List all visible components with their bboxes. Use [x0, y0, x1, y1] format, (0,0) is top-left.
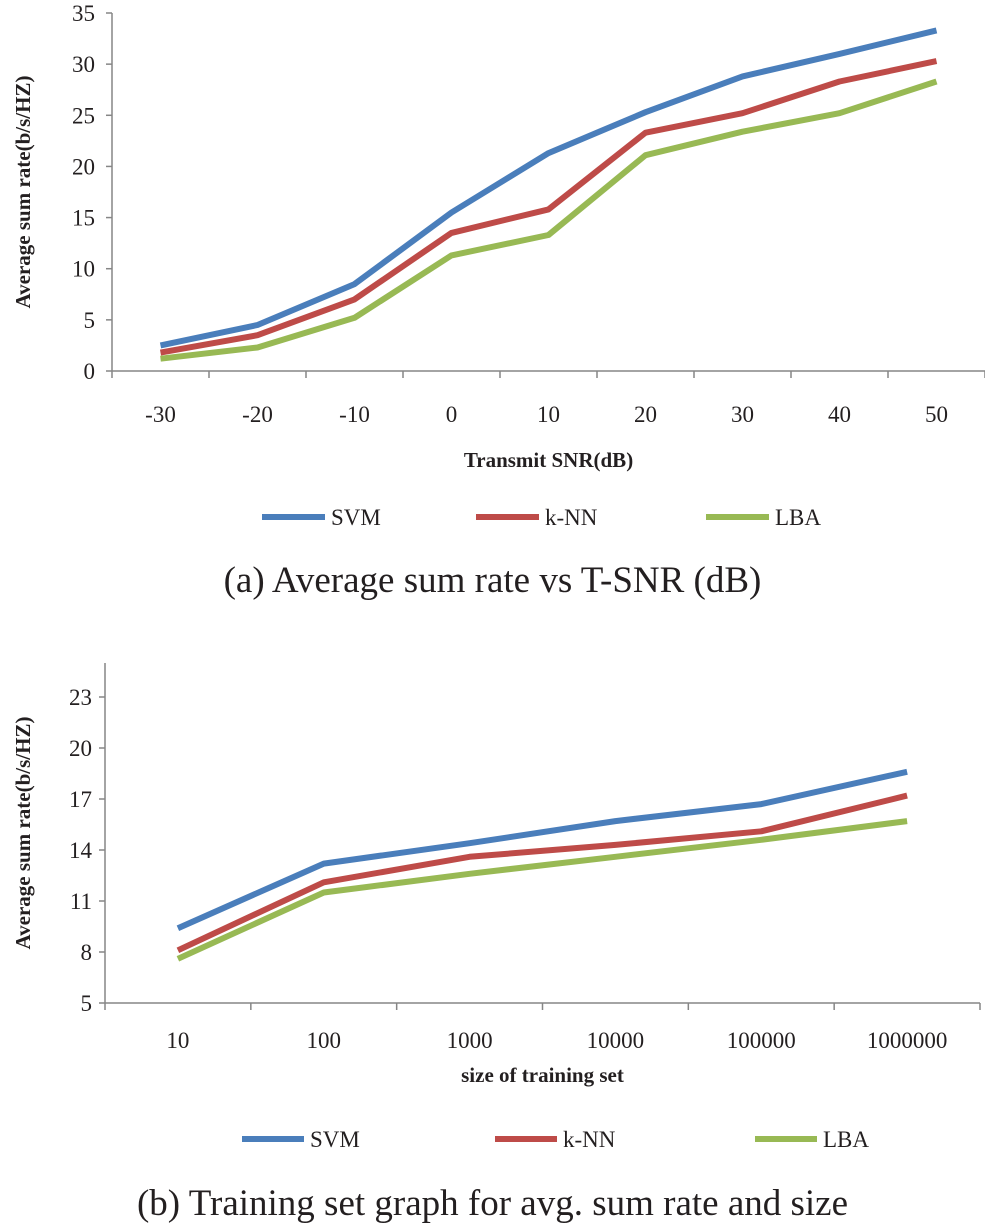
chart-b-x-tick-label: 1000000 [867, 1028, 948, 1053]
chart-a-legend-label: LBA [775, 505, 821, 530]
chart-a-svg: 0 5 10 15 20 25 30 35 -30 -20 -10 0 10 20 30 40 50 Transm… [11, 1, 985, 530]
chart-b-y-tick-label: 20 [69, 736, 92, 761]
chart-b-y-tick-label: 17 [69, 787, 92, 812]
chart-a-x-tick-label: -20 [242, 402, 273, 427]
chart-a-x-tick-label: -30 [145, 402, 176, 427]
chart-a-y-axis-title: Average sum rate(b/s/HZ) [11, 76, 35, 309]
chart-a-y-tick-label: 5 [84, 308, 96, 333]
chart-a-x-tick-label: 0 [446, 402, 458, 427]
chart-b-svg: 5 8 11 14 17 20 23 10 100 1000 10000 100000 1000000 s… [11, 663, 981, 1152]
chart-a-legend-label: SVM [331, 505, 381, 530]
chart-b-y-tick-label: 14 [69, 838, 93, 863]
chart-b-x-axis-title: size of training set [461, 1063, 624, 1087]
chart-a-x-axis-title: Transmit SNR(dB) [464, 448, 633, 472]
chart-panel-a: 0 5 10 15 20 25 30 35 -30 -20 -10 0 10 20 30 40 50 Transm… [11, 1, 985, 601]
chart-a-legend-label: k-NN [545, 505, 598, 530]
chart-b-x-tick-label: 1000 [447, 1028, 493, 1053]
chart-b-x-tick-label: 100 [307, 1028, 342, 1053]
chart-a-series-line-lba [160, 78, 938, 362]
chart-b-y-axis-title: Average sum rate(b/s/HZ) [11, 717, 35, 950]
chart-a-x-tick-label: 10 [537, 402, 560, 427]
chart-b-x-tick-label: 100000 [727, 1028, 796, 1053]
chart-a-y-tick-label: 25 [72, 103, 95, 128]
chart-b-y-tick-label: 11 [70, 889, 92, 914]
chart-a-x-tick-label: -10 [339, 402, 370, 427]
chart-b-x-tick-label: 10000 [587, 1028, 645, 1053]
chart-b-legend-label: LBA [823, 1127, 869, 1152]
chart-a-y-tick-label: 0 [84, 359, 96, 384]
chart-a-x-tick-label: 30 [731, 402, 754, 427]
chart-b-legend-label: SVM [310, 1127, 360, 1152]
chart-b-y-tick-label: 23 [69, 685, 92, 710]
chart-a-y-tick-label: 15 [72, 206, 95, 231]
chart-b-series-line-lba [176, 818, 908, 962]
chart-b-y-tick-label: 5 [81, 991, 93, 1016]
chart-a-y-tick-label: 30 [72, 52, 95, 77]
chart-a-caption: (a) Average sum rate vs T-SNR (dB) [223, 560, 762, 601]
chart-a-x-tick-label: 20 [634, 402, 657, 427]
chart-a-x-tick-label: 40 [828, 402, 851, 427]
chart-b-series-line-k-nn [176, 792, 908, 954]
chart-b-caption: (b) Training set graph for avg. sum rate… [136, 1183, 849, 1224]
chart-panel-b: 5 8 11 14 17 20 23 10 100 1000 10000 100000 1000000 s… [0, 612, 985, 1224]
chart-a-x-tick-label: 50 [925, 402, 948, 427]
chart-b-x-tick-label: 10 [166, 1028, 189, 1053]
chart-b-legend-label: k-NN [563, 1127, 616, 1152]
chart-a-series-line-k-nn [159, 58, 938, 356]
chart-a-y-tick-label: 10 [72, 257, 95, 282]
chart-b-series-line-svm [176, 768, 908, 931]
chart-a-series-line-svm [159, 27, 938, 349]
chart-a-y-tick-label: 20 [72, 154, 95, 179]
chart-a-y-tick-label: 35 [72, 1, 95, 26]
chart-b-y-tick-label: 8 [81, 940, 93, 965]
